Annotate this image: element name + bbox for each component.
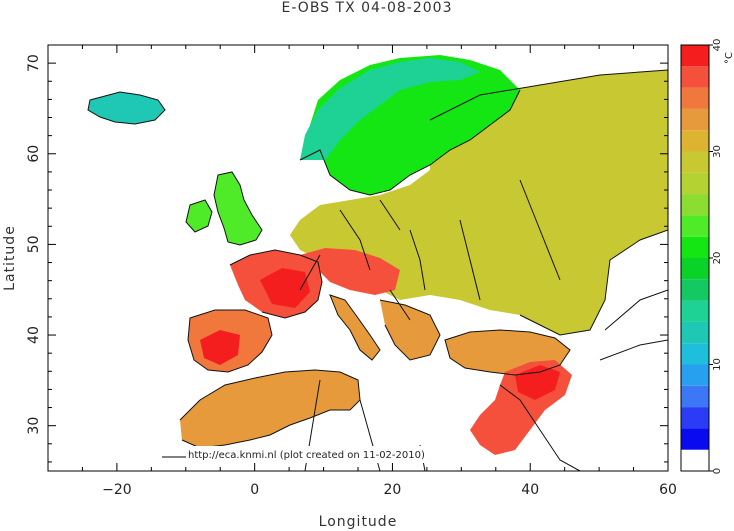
colorbar-tick-label: 0 bbox=[712, 468, 723, 474]
map-title: E-OBS TX 04-08-2003 bbox=[281, 0, 453, 16]
region-scandinavian-mountains bbox=[300, 58, 480, 160]
x-axis: −20 0 20 40 60 bbox=[47, 45, 677, 498]
region-iceland bbox=[88, 92, 165, 124]
x-tick-label: 0 bbox=[250, 482, 259, 498]
y-tick-label: 30 bbox=[26, 417, 42, 435]
colorbar-tick-label: 30 bbox=[712, 145, 723, 158]
colorbar-unit: °C bbox=[724, 52, 734, 64]
colorbar-band bbox=[681, 258, 709, 280]
hotspot-france bbox=[260, 268, 310, 308]
credit-background bbox=[186, 446, 470, 463]
colorbar: 0 10 20 30 40 bbox=[680, 39, 723, 474]
colorbar-band bbox=[681, 108, 709, 131]
x-tick-label: 20 bbox=[384, 482, 402, 498]
region-italy-balkans bbox=[330, 295, 440, 360]
colorbar-band bbox=[681, 385, 709, 408]
colorbar-band bbox=[681, 66, 709, 88]
credit-text: http://eca.knmi.nl (plot created on 11-0… bbox=[188, 450, 425, 461]
y-tick-label: 60 bbox=[26, 145, 42, 163]
colorbar-band bbox=[681, 87, 709, 109]
temperature-map bbox=[48, 45, 668, 471]
region-british-isles bbox=[186, 172, 262, 245]
y-tick-label: 50 bbox=[26, 235, 42, 253]
region-central-europe bbox=[300, 248, 400, 295]
coastline-overlay bbox=[87, 69, 668, 471]
hotspot-iberia bbox=[200, 330, 240, 365]
colorbar-band bbox=[681, 343, 709, 365]
colorbar-band bbox=[681, 172, 709, 195]
colorbar-band bbox=[681, 215, 709, 237]
x-tick-label: 60 bbox=[659, 482, 677, 498]
colorbar-band bbox=[681, 194, 709, 216]
y-axis-label: Latitude bbox=[2, 225, 18, 291]
colorbar-band bbox=[681, 130, 709, 152]
colorbar-band bbox=[681, 151, 709, 173]
colorbar-band bbox=[681, 364, 709, 386]
y-tick-label: 70 bbox=[26, 54, 42, 72]
colorbar-tick-label: 10 bbox=[712, 358, 723, 371]
colorbar-band bbox=[681, 279, 709, 301]
colorbar-band bbox=[681, 45, 709, 67]
x-axis-label: Longitude bbox=[319, 514, 398, 530]
x-tick-label: 40 bbox=[521, 482, 539, 498]
colorbar-band bbox=[681, 407, 709, 429]
x-tick-label: −20 bbox=[102, 482, 132, 498]
y-tick-label: 40 bbox=[26, 326, 42, 344]
colorbar-tick-label: 40 bbox=[712, 39, 723, 52]
colorbar-band bbox=[681, 236, 709, 258]
colorbar-band bbox=[681, 321, 709, 344]
colorbar-tick-label: 20 bbox=[712, 252, 723, 265]
colorbar-band bbox=[681, 428, 709, 450]
colorbar-band bbox=[681, 449, 709, 471]
y-axis: 30 40 50 60 70 bbox=[26, 44, 668, 463]
colorbar-band bbox=[681, 300, 709, 322]
region-north-africa bbox=[180, 370, 360, 448]
